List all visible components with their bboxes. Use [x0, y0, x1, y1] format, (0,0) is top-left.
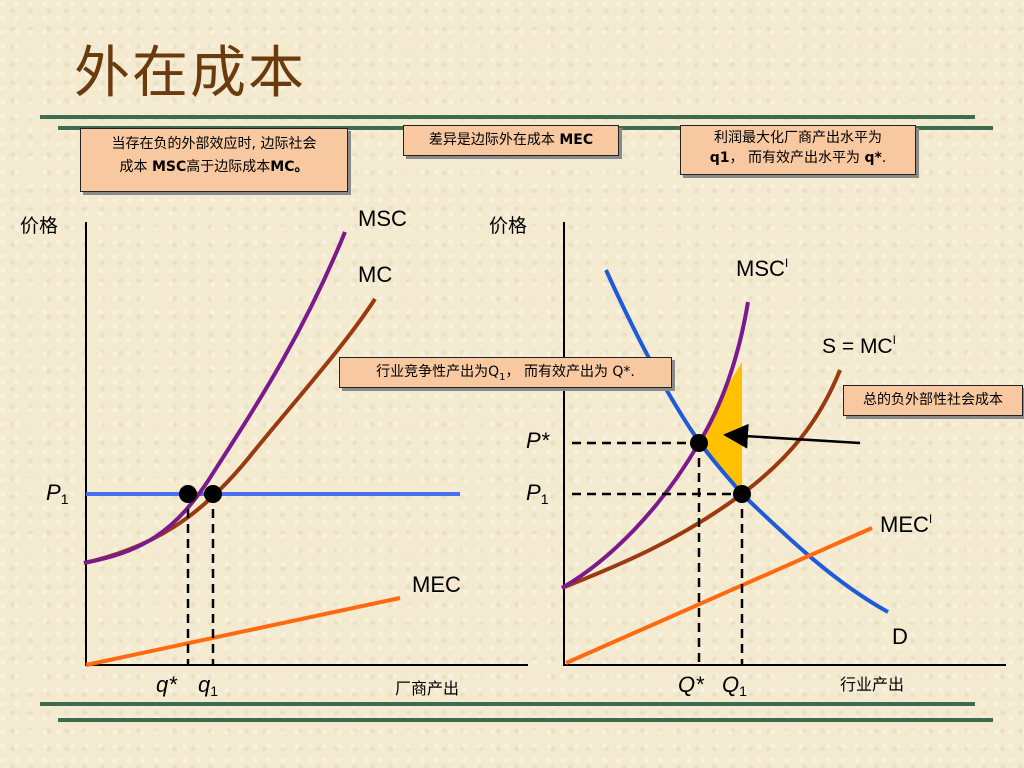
- left-mec-line: [85, 596, 401, 667]
- right-competitive-point-dot: [733, 485, 751, 503]
- note-left-line2: 成本 MSC高于边际成本MC。: [119, 159, 309, 176]
- bottom-rule-lower: [58, 718, 993, 722]
- page-title: 外在成本: [74, 41, 306, 106]
- right-smc-label: S = MCI: [822, 333, 896, 358]
- note-competitive-vs-efficient: 行业竞争性产出为Q1， 而有效产出为 Q*.: [339, 357, 672, 388]
- note-profit-max-output: 利润最大化厂商产出水平为 q1， 而有效产出水平为 q*.: [680, 125, 916, 175]
- left-x-label: 厂商产出: [395, 679, 459, 698]
- left-msc-intersection-dot: [179, 485, 197, 503]
- right-mec-line: [565, 526, 873, 665]
- note-total-social-cost: 总的负外部性社会成本: [843, 385, 1023, 416]
- left-msc-curve: [83, 231, 347, 565]
- right-p1-label: P1: [526, 480, 549, 507]
- left-mc-curve: [83, 297, 377, 565]
- right-pstar-label: P*: [526, 428, 551, 453]
- deadweight-area: [699, 362, 742, 494]
- left-y-label: 价格: [20, 215, 58, 237]
- right-x-label: 行业产出: [840, 675, 904, 694]
- left-mc-intersection-dot: [204, 485, 222, 503]
- right-mc-curve: [561, 369, 842, 590]
- left-mc-label: MC: [358, 262, 392, 287]
- note-right-line1: 利润最大化厂商产出水平为: [714, 130, 882, 146]
- note-msc-above-mc: 当存在负的外部效应时, 边际社会 成本 MSC高于边际成本MC。: [80, 128, 348, 192]
- note-mec-difference: 差异是边际外在成本 MEC: [403, 125, 619, 156]
- left-graph: 价格 厂商产出 MSC MC MEC P1 q* q1: [20, 206, 528, 699]
- note-right-line2: q1， 而有效产出水平为 q*.: [709, 150, 887, 167]
- left-p1-label: P1: [46, 480, 69, 507]
- right-mec-label: MECI: [880, 512, 932, 537]
- right-efficient-point-dot: [690, 434, 708, 452]
- top-rule-upper: [40, 115, 975, 119]
- right-q1-label: Q1: [722, 672, 747, 699]
- area-pointer-arrow: [723, 423, 861, 449]
- left-qstar-label: q*: [156, 672, 178, 697]
- left-q1-label: q1: [198, 672, 218, 699]
- left-msc-label: MSC: [358, 206, 407, 231]
- right-msc-label: MSCI: [736, 256, 788, 281]
- right-demand-label: D: [892, 624, 908, 649]
- bottom-rule-upper: [40, 702, 975, 706]
- right-qstar-label: Q*: [678, 672, 705, 697]
- left-mec-label: MEC: [412, 572, 461, 597]
- right-graph: 价格 行业产出 MSCI S = MCI MECI D P* P1 Q* Q1: [489, 215, 1006, 699]
- note-left-line1: 当存在负的外部效应时, 边际社会: [111, 136, 317, 152]
- right-y-label: 价格: [489, 215, 527, 237]
- demand-curve: [604, 269, 889, 614]
